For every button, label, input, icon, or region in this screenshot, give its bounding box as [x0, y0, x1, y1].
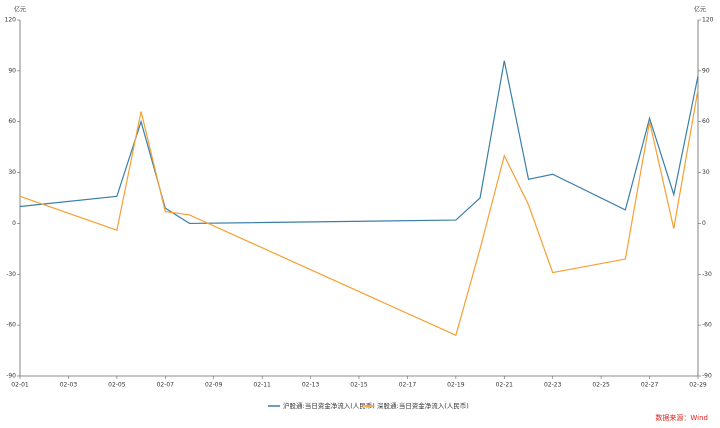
y-tick-label: 60 [8, 118, 16, 125]
y2-tick-label: -60 [702, 322, 712, 329]
y-axis-label: 亿元 [14, 6, 26, 14]
x-tick-label: 02-11 [253, 382, 271, 389]
y2-tick-label: -30 [702, 271, 712, 278]
x-tick-label: 02-15 [350, 382, 368, 389]
x-tick-label: 02-27 [641, 382, 659, 389]
y-tick-label: 90 [8, 67, 16, 74]
y2-tick-label: 30 [702, 169, 710, 176]
x-tick-label: 02-09 [205, 382, 223, 389]
legend-label: 沪股通:当日资金净流入(人民币) [283, 401, 375, 410]
y2-tick-label: 60 [702, 118, 710, 125]
y-tick-label: -90 [6, 373, 16, 380]
legend-label: 深股通:当日资金净流入(人民币) [377, 401, 469, 410]
series-line [19, 60, 699, 225]
y2-tick-label: -90 [702, 373, 712, 380]
y2-tick-label: 0 [702, 220, 706, 227]
x-tick-label: 02-01 [11, 382, 29, 389]
x-tick-label: 02-23 [544, 382, 562, 389]
x-tick-label: 02-17 [399, 382, 417, 389]
series-line [19, 89, 699, 337]
y-tick-label: 120 [5, 17, 17, 24]
x-tick-label: 02-13 [302, 382, 320, 389]
x-tick-label: 02-03 [60, 382, 78, 389]
y2-axis-label: 亿元 [694, 6, 706, 14]
y-tick-label: 30 [8, 169, 16, 176]
y2-tick-label: 90 [702, 67, 710, 74]
x-tick-label: 02-07 [157, 382, 175, 389]
source-note: 数据来源：Wind [655, 413, 708, 422]
y-tick-label: -60 [6, 322, 16, 329]
x-tick-label: 02-25 [592, 382, 610, 389]
x-tick-label: 02-21 [496, 382, 514, 389]
y-tick-label: 0 [12, 220, 16, 227]
y-tick-label: -30 [6, 271, 16, 278]
x-tick-label: 02-19 [447, 382, 465, 389]
x-tick-label: 02-05 [108, 382, 126, 389]
y2-tick-label: 120 [702, 17, 714, 24]
x-tick-label: 02-29 [689, 382, 707, 389]
